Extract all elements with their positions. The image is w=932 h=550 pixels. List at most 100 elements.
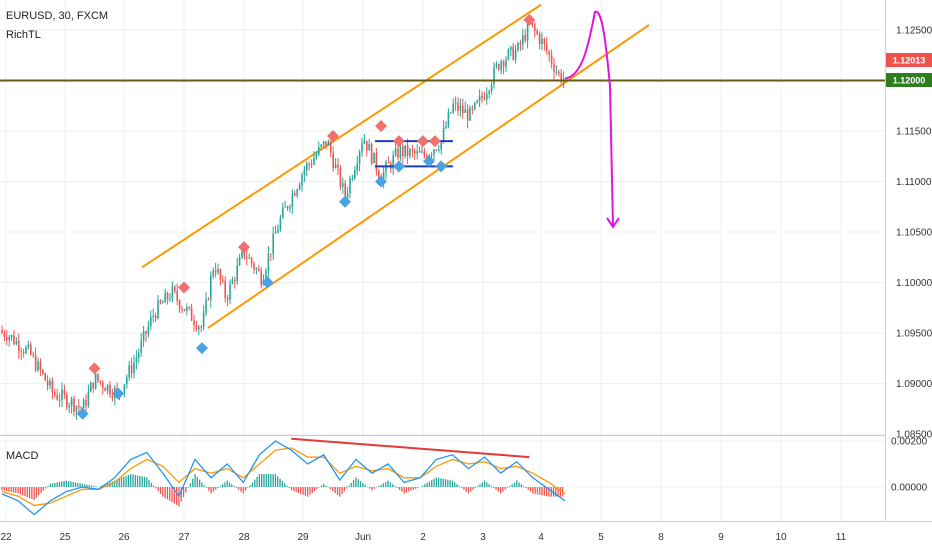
candle-body xyxy=(325,141,327,146)
candle-body xyxy=(99,380,102,383)
candle-body xyxy=(519,42,522,45)
sell-marker xyxy=(178,281,190,294)
candle-body xyxy=(483,97,486,100)
candle-body xyxy=(70,398,73,406)
candle-body xyxy=(159,300,162,303)
candle-body xyxy=(507,49,510,60)
candle-body xyxy=(181,308,183,310)
candle-body xyxy=(406,145,409,157)
channel-lower-line[interactable] xyxy=(207,24,650,329)
price-tick-label: 1.12500 xyxy=(896,26,932,37)
candle-body xyxy=(147,326,150,334)
candle-body xyxy=(174,286,176,291)
projection-arrow[interactable] xyxy=(564,10,614,227)
price-axis[interactable]: 1.12500 1.12000 1.11500 1.11000 1.10500 1.100… xyxy=(896,26,932,441)
buy-marker xyxy=(435,160,447,173)
candle-body xyxy=(277,229,279,233)
candle-body xyxy=(332,152,334,169)
candle-body xyxy=(536,30,538,35)
buy-marker xyxy=(423,155,435,168)
candle-body xyxy=(205,298,207,313)
candle-body xyxy=(558,71,560,74)
candle-body xyxy=(342,183,344,187)
candle-body xyxy=(270,253,272,255)
candle-body xyxy=(433,149,435,155)
sell-marker xyxy=(327,130,339,143)
candle-body xyxy=(207,298,210,300)
candle-body xyxy=(543,38,546,44)
candle-body xyxy=(214,270,217,273)
signal-markers-layer xyxy=(76,13,536,420)
candle-body xyxy=(435,149,438,151)
candle-body xyxy=(294,193,296,196)
time-tick-label: 25 xyxy=(59,532,71,543)
candles-layer xyxy=(1,14,565,420)
candle-body xyxy=(327,141,330,146)
candle-body xyxy=(457,102,459,111)
candle-body xyxy=(3,333,6,338)
candle-body xyxy=(34,354,37,371)
candle-body xyxy=(58,399,61,401)
time-axis[interactable]: 22 25 26 27 28 29 Jun 2 3 4 5 8 9 10 11 xyxy=(0,532,846,543)
candle-body xyxy=(346,193,349,198)
candle-body xyxy=(402,146,404,157)
buy-marker xyxy=(112,387,125,400)
candle-body xyxy=(75,406,78,412)
candle-body xyxy=(188,306,190,308)
price-panel[interactable] xyxy=(0,0,885,435)
candle-body xyxy=(94,373,97,389)
candle-body xyxy=(54,392,56,396)
candle-body xyxy=(265,270,267,280)
candle-body xyxy=(267,253,270,271)
candle-body xyxy=(555,71,558,73)
candle-body xyxy=(248,257,250,259)
candle-body xyxy=(397,148,399,158)
candle-body xyxy=(440,140,442,150)
candle-body xyxy=(8,337,10,341)
candle-body xyxy=(15,340,18,345)
candle-body xyxy=(238,257,241,266)
time-tick-label: 29 xyxy=(297,532,309,543)
candle-body xyxy=(286,206,289,209)
candle-body xyxy=(178,300,181,309)
candle-body xyxy=(531,22,534,25)
candle-body xyxy=(322,141,325,145)
candle-body xyxy=(411,149,414,151)
candle-body xyxy=(524,35,526,41)
candle-body xyxy=(183,309,186,311)
time-tick-label: 11 xyxy=(836,532,847,543)
candle-body xyxy=(63,389,66,395)
candle-body xyxy=(466,109,469,121)
candle-body xyxy=(66,394,68,408)
candle-body xyxy=(334,164,337,169)
candle-body xyxy=(517,42,519,51)
candle-body xyxy=(274,232,277,234)
time-tick-label: 8 xyxy=(658,532,664,543)
candle-body xyxy=(193,320,195,325)
candle-body xyxy=(541,38,543,45)
price-tick-label: 1.10000 xyxy=(896,278,932,289)
macd-divergence-line[interactable] xyxy=(291,437,530,459)
level-badge: 1.12000 xyxy=(886,73,932,87)
candle-body xyxy=(548,51,550,56)
macd-signal-line xyxy=(1,447,566,507)
candle-body xyxy=(78,406,80,408)
candle-body xyxy=(370,144,373,164)
candle-body xyxy=(423,151,426,156)
candle-body xyxy=(354,170,356,179)
candle-body xyxy=(226,297,229,300)
candle-body xyxy=(493,66,495,85)
candle-body xyxy=(150,316,152,327)
price-tick-label: 1.08500 xyxy=(896,430,932,441)
channel-upper-line[interactable] xyxy=(141,3,542,269)
candle-body xyxy=(514,50,517,60)
sell-marker xyxy=(375,119,387,132)
candle-body xyxy=(157,300,159,319)
candle-body xyxy=(42,370,44,374)
candle-body xyxy=(20,351,22,353)
buy-marker xyxy=(339,195,351,208)
macd-axis[interactable]: 0.00200 0.00000 xyxy=(891,437,928,494)
candle-body xyxy=(382,171,385,183)
candle-body xyxy=(253,263,255,270)
